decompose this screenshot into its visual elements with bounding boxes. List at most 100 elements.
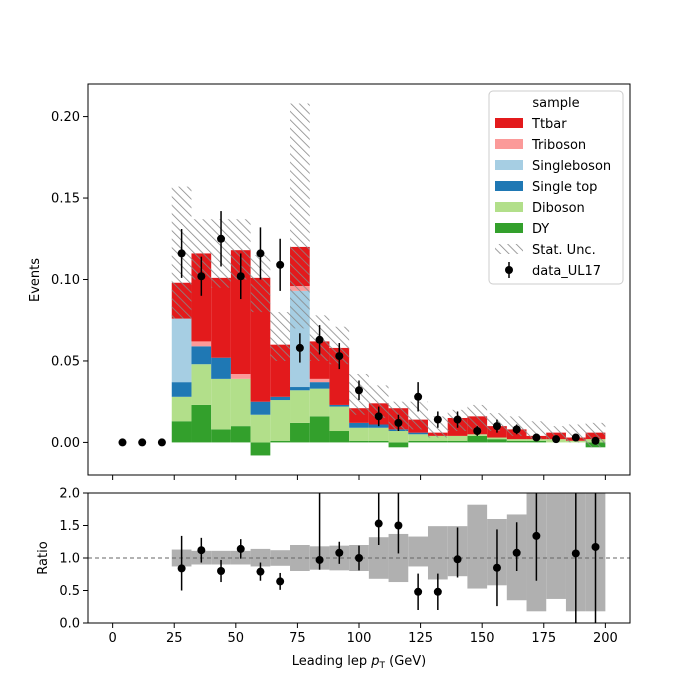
ratio-point <box>335 548 344 557</box>
data-point <box>492 422 501 431</box>
legend-label: DY <box>532 222 549 237</box>
bar-diboson <box>191 364 212 405</box>
ratio-y-tick-label: 0.5 <box>59 584 80 599</box>
ratio-point <box>453 555 462 564</box>
bar-diboson <box>447 435 468 441</box>
ratio-point <box>236 544 245 553</box>
legend-swatch <box>495 160 523 170</box>
ratio-point <box>197 546 206 555</box>
y-tick-label: 0.00 <box>51 436 80 451</box>
y-tick-label: 0.15 <box>51 192 80 207</box>
bar-single-top <box>191 346 212 365</box>
ratio-band-bin <box>427 526 448 580</box>
bar-diboson <box>506 439 527 441</box>
legend-label: Single top <box>532 180 597 195</box>
bar-diboson <box>211 378 231 430</box>
bar-dy <box>329 431 350 443</box>
legend-label: data_UL17 <box>532 264 601 279</box>
bar-triboson <box>191 341 212 347</box>
legend-label: Triboson <box>531 138 586 153</box>
stat-unc-bin <box>191 219 212 280</box>
data-point <box>591 436 600 445</box>
bar-ttbar <box>211 277 231 358</box>
main-plot-panel: 0.00 0.05 0.10 0.15 0.20 Events <box>28 83 631 480</box>
ratio-y-tick-label: 0.0 <box>59 617 80 632</box>
x-tick-label: 25 <box>166 631 183 646</box>
legend-swatch <box>495 181 523 191</box>
bar-diboson <box>230 378 251 427</box>
bar-dy <box>230 426 251 443</box>
ratio-point <box>591 542 600 551</box>
ratio-plot-panel: 0.0 0.5 1.0 1.5 2.0 0 25 50 75 100 125 150 175 200 R… <box>36 487 631 671</box>
ratio-point <box>433 587 442 596</box>
data-point <box>295 343 304 352</box>
ratio-unc-band <box>171 493 606 612</box>
ratio-y-tick-label: 1.5 <box>59 519 80 534</box>
stat-unc-bin <box>526 421 547 440</box>
main-y-axis-label: Events <box>28 258 43 302</box>
bar-dy <box>467 435 488 443</box>
x-tick-label: 100 <box>347 631 372 646</box>
bar-triboson <box>230 373 251 379</box>
bar-diboson <box>487 437 507 440</box>
bar-ttbar <box>230 250 251 374</box>
ratio-band-bin <box>467 504 488 589</box>
bar-single-top <box>290 387 310 391</box>
bar-diboson <box>408 434 428 441</box>
bar-dy <box>191 404 212 443</box>
ratio-y-axis-label: Ratio <box>36 541 51 574</box>
bar-diboson <box>368 427 389 441</box>
legend-label: Stat. Unc. <box>532 243 596 258</box>
bar-dy <box>171 421 192 443</box>
main-y-axis: 0.00 0.05 0.10 0.15 0.20 <box>51 110 88 451</box>
ratio-point <box>571 549 580 558</box>
data-point <box>394 418 403 427</box>
legend-marker <box>505 266 513 274</box>
bar-single-top <box>270 396 291 401</box>
legend: sample Ttbar Triboson Singleboson Single to… <box>488 90 624 285</box>
bar-diboson <box>309 388 330 417</box>
stat-unc-bin <box>565 424 586 443</box>
data-points <box>118 211 600 447</box>
x-tick-label: 0 <box>108 631 116 646</box>
stat-unc-bin <box>270 312 291 361</box>
bar-single-top <box>329 404 350 407</box>
bar-dy <box>408 440 428 443</box>
bar-diboson <box>270 400 291 441</box>
data-point <box>315 335 324 344</box>
stat-unc-bin <box>290 103 310 329</box>
legend-label: Diboson <box>532 201 585 216</box>
ratio-point <box>315 555 324 564</box>
stat-unc-bin <box>230 219 251 280</box>
main-x-axis <box>112 475 606 480</box>
x-axis-label: Leading lep pT (GeV) <box>292 654 426 671</box>
data-point <box>473 427 482 436</box>
data-point <box>374 412 383 421</box>
data-point <box>197 272 206 281</box>
legend-label: Singleboson <box>532 159 611 174</box>
bar-dy <box>487 439 507 443</box>
data-point <box>236 272 245 281</box>
stat-unc-bin <box>585 422 606 448</box>
bar-single-top <box>349 422 369 428</box>
stat-unc-bin <box>368 385 389 418</box>
ratio-band-bin <box>408 536 428 567</box>
ratio-point <box>217 567 226 575</box>
bar-single-top <box>250 401 271 415</box>
bar-single-top <box>408 432 428 435</box>
data-point <box>512 425 521 434</box>
ratio-points <box>177 493 600 623</box>
x-tick-label: 200 <box>593 631 618 646</box>
bar-singleboson <box>171 318 192 383</box>
bar-dy <box>506 440 527 443</box>
ratio-point <box>414 587 423 596</box>
data-point <box>552 435 561 444</box>
bar-dy <box>368 440 389 443</box>
data-point <box>256 249 265 258</box>
legend-items: Ttbar Triboson Singleboson Single top Diboso… <box>495 117 611 279</box>
data-point <box>414 392 423 401</box>
stat-unc-bin <box>250 255 271 313</box>
data-point <box>118 438 127 447</box>
stat-unc-bin <box>467 404 488 430</box>
